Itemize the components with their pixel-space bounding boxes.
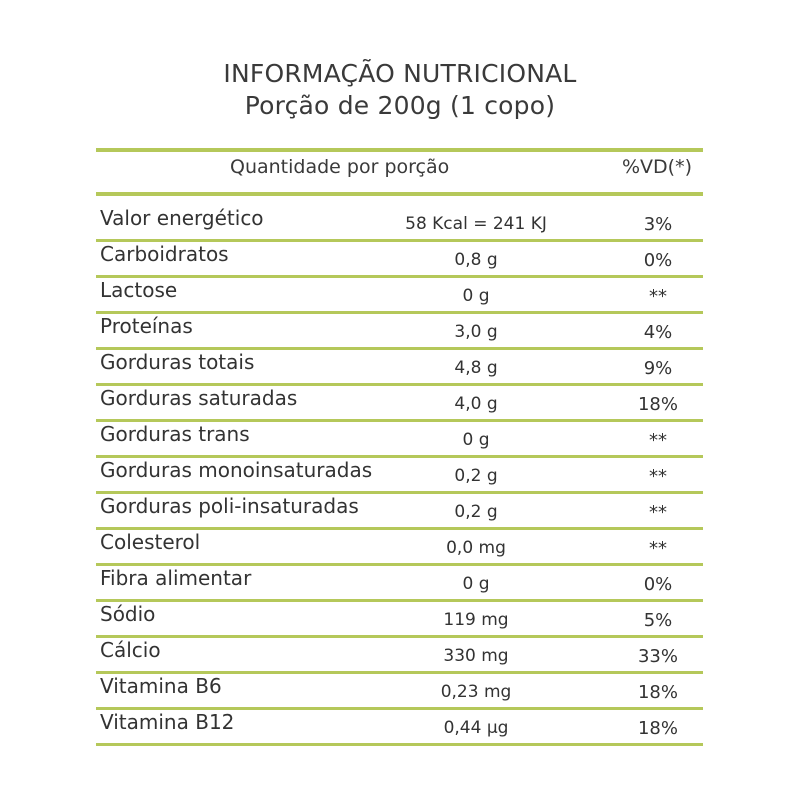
nutrient-daily-value: 4% bbox=[643, 322, 673, 343]
nutrient-daily-value: 3% bbox=[643, 214, 673, 235]
row-divider bbox=[96, 707, 703, 710]
table-row: Sódio 119 mg 5% bbox=[96, 600, 703, 636]
nutrient-amount: 0,2 g bbox=[454, 502, 498, 522]
row-divider bbox=[96, 563, 703, 566]
nutrient-daily-value: 5% bbox=[643, 610, 673, 631]
nutrient-amount: 0 g bbox=[462, 574, 490, 594]
nutrient-daily-value: ** bbox=[649, 502, 667, 523]
nutrient-name: Cálcio bbox=[100, 638, 161, 662]
nutrient-amount: 0 g bbox=[462, 286, 490, 306]
nutrient-name: Fibra alimentar bbox=[100, 566, 252, 590]
row-divider bbox=[96, 419, 703, 422]
nutrient-amount: 0,8 g bbox=[454, 250, 498, 270]
table-row: Gorduras trans 0 g ** bbox=[96, 420, 703, 456]
nutrient-name: Gorduras totais bbox=[100, 350, 255, 374]
nutrient-amount: 4,0 g bbox=[454, 394, 498, 414]
nutrient-daily-value: ** bbox=[649, 538, 667, 559]
table-row: Fibra alimentar 0 g 0% bbox=[96, 564, 703, 600]
nutrient-amount: 119 mg bbox=[443, 610, 509, 630]
row-divider bbox=[96, 599, 703, 602]
row-divider bbox=[96, 455, 703, 458]
dv-column-header: %VD(*) bbox=[622, 156, 693, 178]
table-row: Vitamina B12 0,44 µg 18% bbox=[96, 708, 703, 744]
nutrient-amount: 58 Kcal = 241 KJ bbox=[405, 214, 547, 234]
header-rule bbox=[96, 192, 703, 196]
row-divider bbox=[96, 383, 703, 386]
nutrient-name: Vitamina B6 bbox=[100, 674, 222, 698]
nutrient-amount: 0,2 g bbox=[454, 466, 498, 486]
table-row: Proteínas 3,0 g 4% bbox=[96, 312, 703, 348]
table-row: Gorduras poli-insaturadas 0,2 g ** bbox=[96, 492, 703, 528]
nutrient-amount: 0,23 mg bbox=[440, 682, 512, 702]
nutrient-daily-value: ** bbox=[649, 286, 667, 307]
nutrient-name: Gorduras trans bbox=[100, 422, 250, 446]
nutrient-name: Proteínas bbox=[100, 314, 193, 338]
nutrient-daily-value: ** bbox=[649, 430, 667, 451]
table-row: Lactose 0 g ** bbox=[96, 276, 703, 312]
table-row: Colesterol 0,0 mg ** bbox=[96, 528, 703, 564]
nutrient-daily-value: 18% bbox=[637, 718, 678, 739]
nutrient-name: Colesterol bbox=[100, 530, 201, 554]
nutrient-name: Vitamina B12 bbox=[100, 710, 235, 734]
nutrient-amount: 3,0 g bbox=[454, 322, 498, 342]
table-row: Cálcio 330 mg 33% bbox=[96, 636, 703, 672]
nutrient-name: Gorduras saturadas bbox=[100, 386, 298, 410]
nutrient-daily-value: 18% bbox=[637, 394, 678, 415]
nutrient-amount: 0,44 µg bbox=[443, 718, 509, 738]
table-row: Gorduras totais 4,8 g 9% bbox=[96, 348, 703, 384]
nutrient-daily-value: 0% bbox=[643, 574, 673, 595]
row-divider bbox=[96, 491, 703, 494]
nutrient-name: Sódio bbox=[100, 602, 156, 626]
nutrient-daily-value: 0% bbox=[643, 250, 673, 271]
quantity-column-header: Quantidade por porção bbox=[230, 156, 450, 178]
row-divider bbox=[96, 671, 703, 674]
row-divider bbox=[96, 635, 703, 638]
nutrient-name: Gorduras poli-insaturadas bbox=[100, 494, 359, 518]
nutrient-amount: 0 g bbox=[462, 430, 490, 450]
nutrient-amount: 330 mg bbox=[443, 646, 509, 666]
nutrient-amount: 0,0 mg bbox=[446, 538, 506, 558]
row-divider bbox=[96, 275, 703, 278]
table-top-rule bbox=[96, 148, 703, 152]
nutrient-daily-value: ** bbox=[649, 466, 667, 487]
nutrient-name: Lactose bbox=[100, 278, 178, 302]
table-row: Vitamina B6 0,23 mg 18% bbox=[96, 672, 703, 708]
row-divider bbox=[96, 527, 703, 530]
table-row: Gorduras saturadas 4,0 g 18% bbox=[96, 384, 703, 420]
nutrient-daily-value: 9% bbox=[643, 358, 673, 379]
nutrient-name: Valor energético bbox=[100, 206, 264, 230]
nutrient-daily-value: 33% bbox=[637, 646, 678, 667]
table-row: Valor energético 58 Kcal = 241 KJ 3% bbox=[96, 204, 703, 240]
row-divider bbox=[96, 347, 703, 350]
row-divider bbox=[96, 239, 703, 242]
row-divider bbox=[96, 311, 703, 314]
serving-size: Porção de 200g (1 copo) bbox=[244, 91, 556, 120]
nutrient-daily-value: 18% bbox=[637, 682, 678, 703]
table-row: Gorduras monoinsaturadas 0,2 g ** bbox=[96, 456, 703, 492]
nutrient-name: Gorduras monoinsaturadas bbox=[100, 458, 373, 482]
nutrition-title: INFORMAÇÃO NUTRICIONAL bbox=[223, 59, 577, 88]
row-divider bbox=[96, 743, 703, 746]
table-row: Carboidratos 0,8 g 0% bbox=[96, 240, 703, 276]
nutrient-name: Carboidratos bbox=[100, 242, 229, 266]
nutrient-amount: 4,8 g bbox=[454, 358, 498, 378]
